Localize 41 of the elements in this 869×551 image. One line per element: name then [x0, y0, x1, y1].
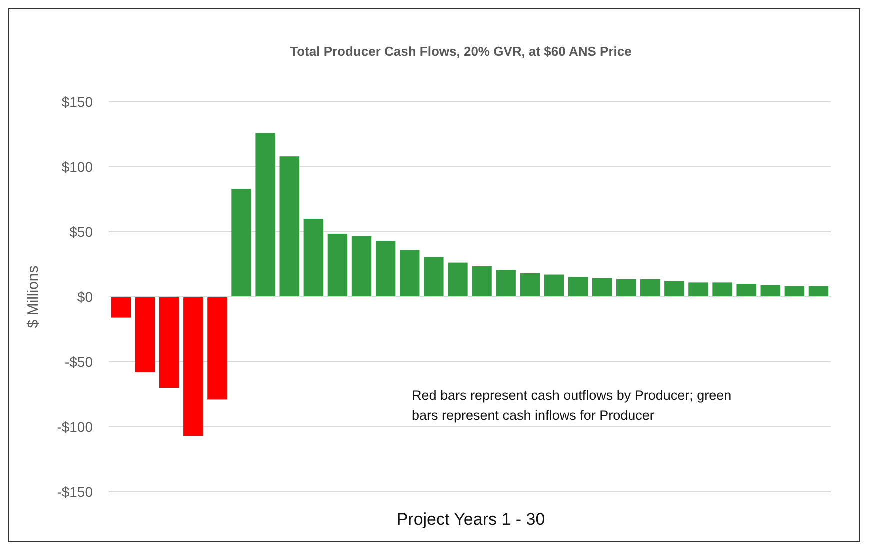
bar: [304, 219, 324, 297]
bar: [568, 277, 588, 297]
bar: [472, 266, 492, 297]
bar: [400, 250, 420, 297]
bar: [760, 285, 780, 297]
bar: [448, 262, 468, 297]
bar: [160, 297, 180, 388]
bar: [280, 156, 300, 297]
y-axis-title: $ Millions: [25, 266, 42, 328]
y-tick-label: $0: [77, 288, 94, 305]
bar: [664, 281, 684, 297]
bar: [424, 257, 444, 297]
y-tick-label: $100: [62, 158, 94, 175]
x-axis-title: Project Years 1 - 30: [396, 510, 546, 529]
annotation: Red bars represent cash outflows by Producer; green bars represent cash inflows for Producer: [412, 388, 732, 423]
bar: [135, 297, 156, 372]
bar: [256, 133, 276, 297]
bar: [352, 236, 372, 297]
bar: [496, 270, 516, 297]
bar: [808, 286, 829, 297]
bar: [736, 284, 756, 297]
bar: [208, 297, 228, 400]
y-tick-label: $150: [62, 94, 94, 110]
bar: [520, 273, 540, 297]
bar: [328, 234, 348, 297]
bar: [712, 282, 732, 297]
bar: [544, 274, 564, 297]
bar: [784, 286, 805, 297]
y-tick-label: $50: [70, 224, 94, 240]
y-tick-label: -$50: [64, 354, 94, 370]
bar: [616, 279, 636, 297]
bar: [592, 278, 612, 297]
bar: [688, 282, 708, 297]
chart-title: Total Producer Cash Flows, 20% GVR, at $60 ANS Price: [290, 44, 632, 59]
bar: [232, 189, 252, 297]
y-tick-label: -$100: [57, 418, 94, 435]
y-tick-label: -$150: [57, 484, 94, 500]
bar: [111, 297, 132, 318]
bar: [640, 279, 660, 297]
bar: [376, 241, 396, 297]
bar: [184, 297, 204, 436]
